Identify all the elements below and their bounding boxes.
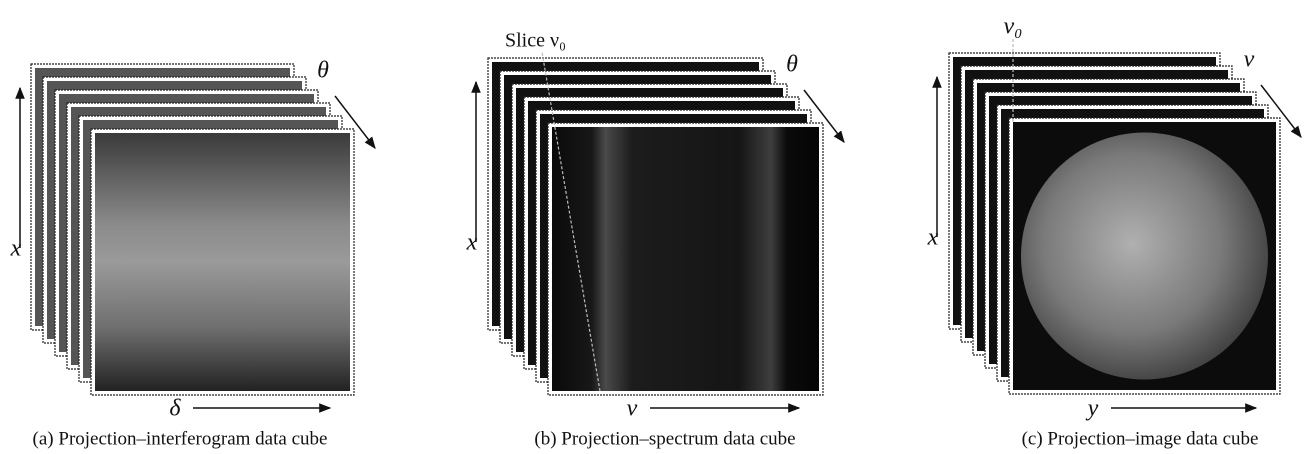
axis-label: θ bbox=[317, 58, 329, 84]
frame bbox=[552, 127, 819, 391]
slice-label: ν₀ bbox=[1004, 14, 1023, 40]
axis-label: ν bbox=[627, 396, 638, 422]
data-cube: Slice ν₀ bbox=[488, 30, 823, 395]
axis-label: x bbox=[10, 236, 22, 262]
axis-label: x bbox=[466, 230, 478, 256]
frame bbox=[95, 133, 350, 391]
axis-label: θ bbox=[786, 52, 798, 78]
figure: x θ δ (a) Projection–interferogram data cub… bbox=[0, 0, 1306, 454]
axis-label: δ bbox=[169, 396, 181, 422]
slice-label: Slice ν₀ bbox=[505, 30, 566, 52]
diagram: x θ δ (a) Projection–interferogram data cub… bbox=[10, 14, 1301, 450]
image-disc bbox=[1021, 133, 1268, 380]
data-cube bbox=[31, 64, 354, 395]
data-cube: ν₀ bbox=[949, 14, 1280, 395]
caption: (c) Projection–image data cube bbox=[1022, 428, 1259, 449]
axis-label: y bbox=[1086, 396, 1099, 422]
caption: (b) Projection–spectrum data cube bbox=[534, 428, 795, 449]
axis-label: x bbox=[927, 225, 939, 251]
caption: (a) Projection–interferogram data cube bbox=[33, 428, 328, 449]
axis-label: ν bbox=[1244, 47, 1255, 73]
